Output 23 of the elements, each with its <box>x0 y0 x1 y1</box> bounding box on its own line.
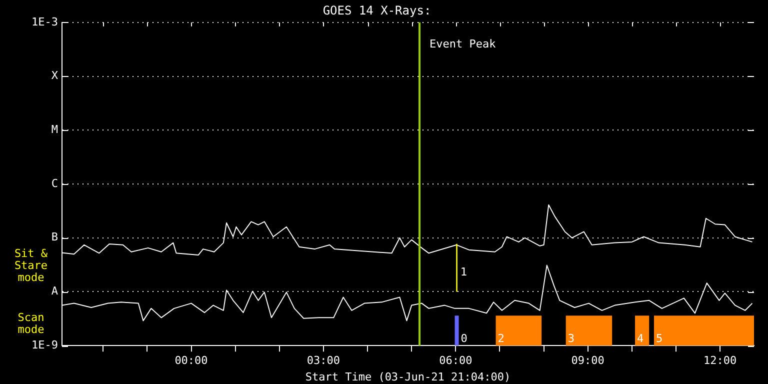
text: Scan mode <box>18 311 44 336</box>
band-label: 2 <box>498 332 504 345</box>
x-tick-label: 03:00 <box>306 354 340 368</box>
ref-line-label: Event Peak <box>430 37 496 50</box>
band-label: 5 <box>656 332 663 345</box>
band-label: 1 <box>460 266 468 279</box>
text: Sit & Stare mode <box>14 246 48 284</box>
y-tick-label: B <box>51 230 58 244</box>
y-tick-label: A <box>51 284 58 298</box>
x-tick-label: 09:00 <box>571 354 604 368</box>
band-label: 0 <box>460 332 468 345</box>
y-tick-label: M <box>51 122 58 136</box>
band-label: 4 <box>637 332 644 345</box>
x-axis-title: Start Time (03-Jun-21 21:04:00) <box>305 370 511 384</box>
y-tick-label: 1E-3 <box>32 15 58 28</box>
band-label: 3 <box>568 332 574 345</box>
y-tick-label: C <box>51 176 58 190</box>
y-tick-label: X <box>51 69 58 82</box>
chart-title: GOES 14 X-Rays: <box>322 3 432 18</box>
x-tick-label: 06:00 <box>439 354 472 368</box>
y-tick-label: 1E-9 <box>32 338 58 352</box>
x-tick-label: 12:00 <box>704 354 737 368</box>
x-tick-label: 00:00 <box>174 354 208 368</box>
